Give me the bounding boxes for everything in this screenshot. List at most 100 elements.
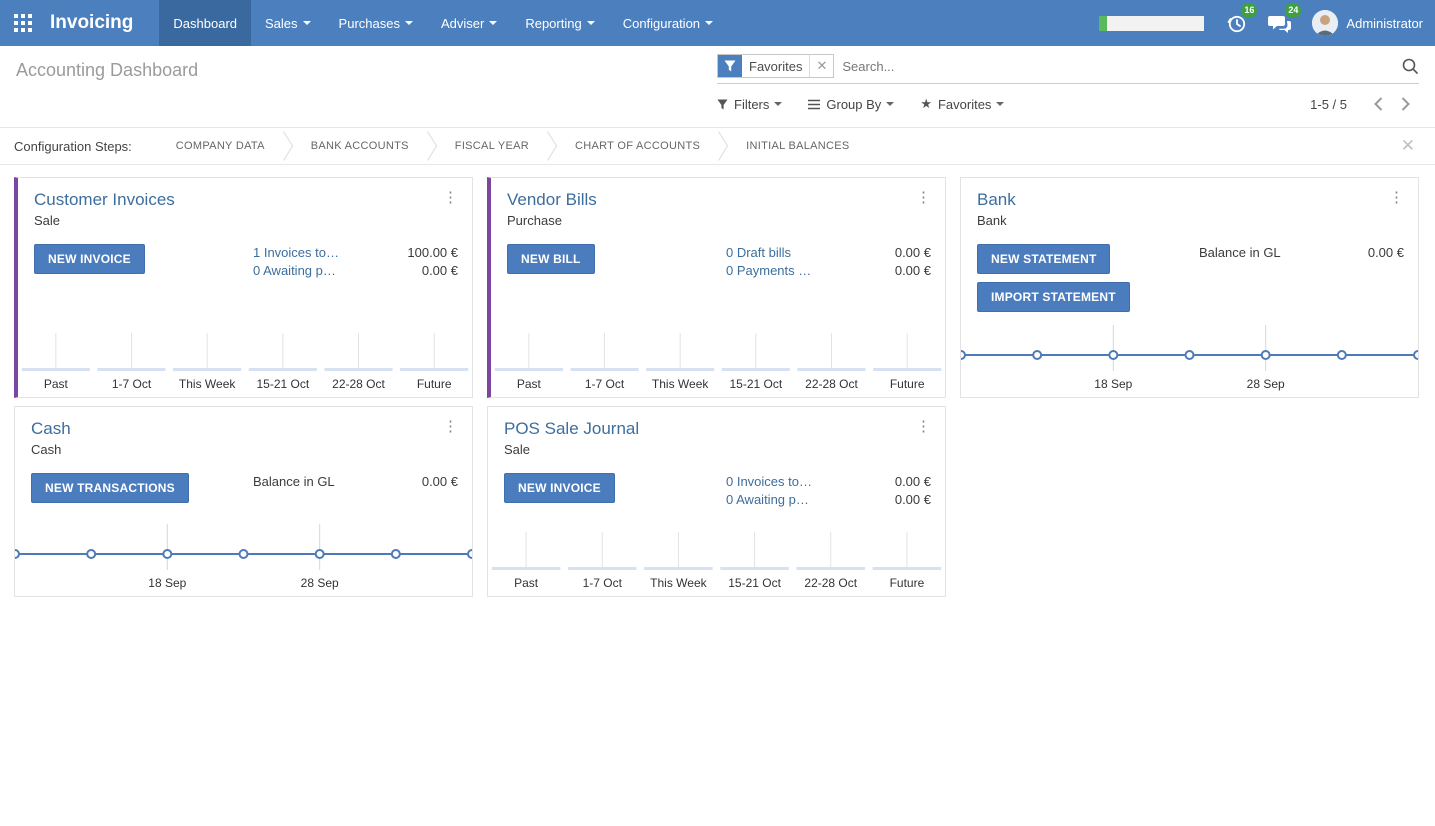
star-icon: ★ [920,96,932,111]
chevron-down-icon [489,21,498,25]
journal-row: 0 Payments … 0.00 € [726,262,931,280]
svg-text:15-21 Oct: 15-21 Oct [728,576,781,590]
journal-title[interactable]: Vendor Bills [507,190,597,209]
kebab-menu-icon[interactable]: ⋮ [443,418,458,435]
page-title: Accounting Dashboard [16,60,199,80]
journal-title[interactable]: Bank [977,190,1016,209]
invoices-to-validate-link[interactable]: 1 Invoices to… [253,245,339,260]
apps-grid-icon[interactable] [0,0,46,46]
step-company-data[interactable]: COMPANY DATA [175,140,265,152]
svg-text:1-7 Oct: 1-7 Oct [583,576,623,590]
kebab-menu-icon[interactable]: ⋮ [443,189,458,206]
avatar [1312,10,1339,36]
svg-text:1-7 Oct: 1-7 Oct [585,377,625,391]
journal-title[interactable]: Customer Invoices [34,190,175,209]
menu-purchases[interactable]: Purchases [325,0,427,46]
filter-funnel-icon [718,55,742,77]
balance-in-gl-label: Balance in GL [1199,245,1281,260]
journal-title[interactable]: Cash [31,419,71,438]
journal-title[interactable]: POS Sale Journal [504,419,640,438]
svg-text:15-21 Oct: 15-21 Oct [729,377,782,391]
journal-bar-chart: Past 1-7 Oct This Week 15-21 Oct 22-28 Oct Fu… [491,317,945,397]
menu-dashboard[interactable]: Dashboard [159,0,252,46]
close-icon[interactable]: ✕ [1400,136,1415,155]
journal-type: Bank [977,213,1007,228]
journal-type: Purchase [507,213,562,228]
balance-in-gl-label: Balance in GL [253,474,335,489]
step-chart-of-accounts[interactable]: CHART OF ACCOUNTS [575,140,701,152]
control-panel: Accounting Dashboard Favorites ✕ Filters [0,46,1435,128]
pager: 1-5 / 5 [1310,97,1419,112]
new-statement-button[interactable]: NEW STATEMENT [977,244,1111,274]
progress-fill [1099,15,1108,31]
menu-configuration[interactable]: Configuration [609,0,727,46]
search-options: Filters Group By ★ Favorites 1-5 / 5 [717,96,1419,112]
awaiting-payments-link[interactable]: 0 Awaiting p… [253,263,336,278]
svg-text:18 Sep: 18 Sep [1094,377,1132,391]
journal-row: 0 Invoices to… 0.00 € [726,473,931,491]
step-initial-balances[interactable]: INITIAL BALANCES [746,140,850,152]
step-fiscal-year[interactable]: FISCAL YEAR [454,140,530,152]
favorites-button[interactable]: ★ Favorites [920,96,1005,112]
chevron-down-icon [705,21,714,25]
step-bank-accounts[interactable]: BANK ACCOUNTS [310,140,409,152]
svg-text:18 Sep: 18 Sep [148,576,186,590]
main-menu: Dashboard Sales Purchases Adviser Report… [159,0,727,46]
step-separator-icon [718,131,729,161]
chevron-down-icon [302,21,311,25]
activities-badge: 16 [1241,3,1258,18]
journal-type: Sale [34,213,61,228]
new-transactions-button[interactable]: NEW TRANSACTIONS [31,473,189,503]
kebab-menu-icon[interactable]: ⋮ [1389,189,1404,206]
journal-bar-chart: Past 1-7 Oct This Week 15-21 Oct 22-28 Oct Fu… [488,516,945,596]
menu-reporting[interactable]: Reporting [511,0,608,46]
app-brand[interactable]: Invoicing [50,12,134,33]
timer-progress-bar[interactable] [1099,15,1205,31]
new-bill-button[interactable]: NEW BILL [507,244,595,274]
chevron-down-icon [996,102,1005,106]
configuration-steps-bar: Configuration Steps: COMPANY DATA BANK A… [0,128,1435,165]
invoices-to-validate-link[interactable]: 0 Invoices to… [726,474,812,489]
svg-text:22-28 Oct: 22-28 Oct [332,377,385,391]
svg-text:Past: Past [517,377,542,391]
payments-link[interactable]: 0 Payments … [726,263,812,278]
chevron-down-icon [774,102,783,106]
search-facet: Favorites ✕ [717,54,835,78]
amount-value: 0.00 € [894,245,931,260]
draft-bills-link[interactable]: 0 Draft bills [726,245,792,260]
kebab-menu-icon[interactable]: ⋮ [916,418,931,435]
config-steps-label: Configuration Steps: [14,138,132,154]
amount-value: 0.00 € [894,263,931,278]
card-bank: ⋮ Bank Bank NEW STATEMENT IMPORT STATEME… [960,177,1419,398]
svg-text:Past: Past [514,576,539,590]
group-by-button[interactable]: Group By [808,97,895,112]
menu-adviser[interactable]: Adviser [427,0,511,46]
filters-button[interactable]: Filters [717,97,783,112]
search-icon[interactable] [1395,57,1419,75]
messages-badge: 24 [1285,3,1302,18]
new-invoice-button[interactable]: NEW INVOICE [34,244,145,274]
amount-value: 100.00 € [407,245,458,260]
card-pos-sale-journal: ⋮ POS Sale Journal Sale NEW INVOICE 0 In… [487,406,946,597]
messages-chat-icon[interactable]: 24 [1268,3,1302,34]
card-vendor-bills: ⋮ Vendor Bills Purchase NEW BILL 0 Draft… [487,177,946,398]
svg-text:This Week: This Week [652,377,709,391]
user-name: Administrator [1346,15,1423,31]
import-statement-button[interactable]: IMPORT STATEMENT [977,282,1130,312]
kanban-dashboard: ⋮ Customer Invoices Sale NEW INVOICE 1 I… [0,165,1435,617]
pager-previous-icon[interactable] [1365,97,1392,111]
journal-type: Cash [31,442,62,457]
search-input[interactable] [834,54,1395,78]
new-invoice-button[interactable]: NEW INVOICE [504,473,615,503]
awaiting-payments-link[interactable]: 0 Awaiting p… [726,492,809,507]
pager-next-icon[interactable] [1392,97,1419,111]
menu-sales[interactable]: Sales [251,0,325,46]
activities-clock-icon[interactable]: 16 [1226,3,1258,34]
user-menu[interactable]: Administrator [1312,10,1423,36]
kebab-menu-icon[interactable]: ⋮ [916,189,931,206]
journal-bar-chart: Past 1-7 Oct This Week 15-21 Oct 22-28 Oct Fu… [18,317,472,397]
journal-row: 0 Awaiting p… 0.00 € [726,491,931,509]
facet-remove-icon[interactable]: ✕ [809,55,833,77]
chevron-down-icon [886,102,895,106]
journal-row: 0 Awaiting p… 0.00 € [253,262,458,280]
